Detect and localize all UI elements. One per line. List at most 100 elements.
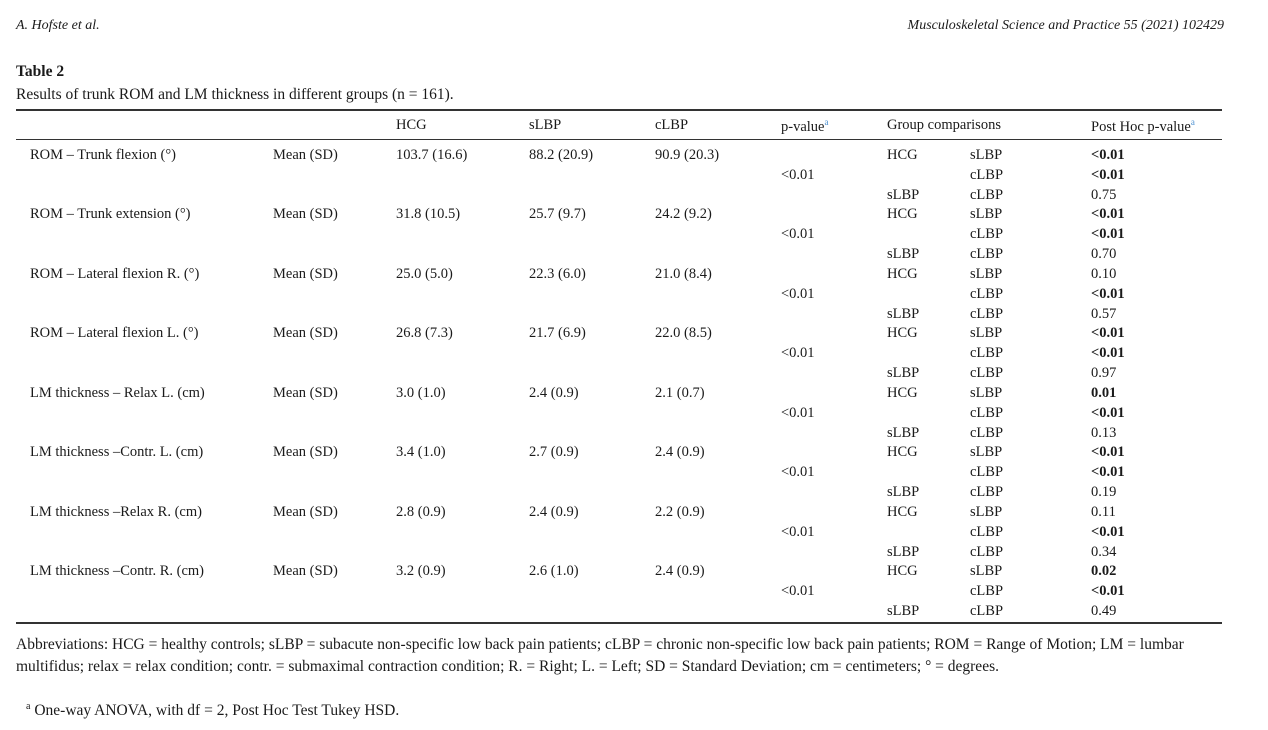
posthoc-pvalue: <0.01 (1091, 583, 1125, 600)
running-header-journal: Musculoskeletal Science and Practice 55 … (907, 18, 1224, 33)
cell-clbp: 2.4 (0.9) (655, 444, 705, 461)
row-label: ROM – Trunk flexion (°) (30, 147, 176, 163)
row-label: LM thickness – Relax L. (cm) (30, 384, 205, 401)
posthoc-pvalue: 0.19 (1091, 484, 1117, 501)
cell-hcg: 3.4 (1.0) (396, 444, 446, 461)
posthoc-pvalue: 0.49 (1091, 603, 1117, 620)
comparison-group-2: cLBP (970, 305, 1004, 322)
comparison-group-2: sLBP (970, 384, 1003, 401)
comparison-group-2: cLBP (970, 166, 1004, 183)
posthoc-pvalue: 0.10 (1091, 265, 1117, 282)
comparison-group-2: cLBP (970, 186, 1004, 203)
comparison-group-2: cLBP (970, 484, 1004, 501)
cell-clbp: 22.0 (8.5) (655, 325, 712, 342)
cell-slbp: 2.4 (0.9) (529, 503, 579, 520)
comparison-group-1: sLBP (887, 305, 920, 322)
header-rule (16, 139, 1222, 140)
comparison-group-1: sLBP (887, 603, 920, 620)
posthoc-label: Post Hoc p-value (1091, 118, 1191, 135)
comparison-group-2: cLBP (970, 523, 1004, 540)
cell-clbp: 24.2 (9.2) (655, 206, 712, 223)
posthoc-pvalue: <0.01 (1091, 206, 1125, 223)
cell-pvalue: <0.01 (781, 226, 815, 243)
row-label: ROM – Trunk extension (°) (30, 206, 191, 223)
row-label: ROM – Lateral flexion R. (°) (30, 265, 200, 282)
posthoc-pvalue: <0.01 (1091, 464, 1125, 481)
row-stat: Mean (SD) (273, 325, 338, 342)
comparison-group-2: cLBP (970, 226, 1004, 243)
cell-hcg: 26.8 (7.3) (396, 325, 453, 342)
col-header-hcg: HCG (396, 117, 427, 133)
comparison-group-1: HCG (887, 265, 918, 282)
comparison-group-1: HCG (887, 206, 918, 223)
comparison-group-1: HCG (887, 444, 918, 461)
comparison-group-1: HCG (887, 563, 918, 580)
comparison-group-2: sLBP (970, 206, 1003, 223)
comparison-group-2: cLBP (970, 543, 1004, 560)
cell-slbp: 21.7 (6.9) (529, 325, 586, 342)
comparison-group-2: sLBP (970, 503, 1003, 520)
footnote-ref[interactable]: a (824, 117, 829, 127)
cell-hcg: 103.7 (16.6) (396, 147, 468, 163)
cell-slbp: 25.7 (9.7) (529, 206, 586, 223)
posthoc-pvalue: <0.01 (1091, 166, 1125, 183)
cell-hcg: 2.8 (0.9) (396, 503, 446, 520)
comparison-group-1: sLBP (887, 246, 920, 263)
posthoc-pvalue: <0.01 (1091, 444, 1125, 461)
posthoc-pvalue: 0.75 (1091, 186, 1117, 203)
comparison-group-1: sLBP (887, 365, 920, 382)
footnote-ref[interactable]: a (1190, 117, 1195, 127)
comparison-group-2: sLBP (970, 563, 1003, 580)
footnote-text: One-way ANOVA, with df = 2, Post Hoc Tes… (34, 702, 400, 720)
cell-slbp: 2.6 (1.0) (529, 563, 579, 580)
row-stat: Mean (SD) (273, 384, 338, 401)
comparison-group-2: cLBP (970, 246, 1004, 263)
row-label: ROM – Lateral flexion L. (°) (30, 325, 199, 342)
posthoc-pvalue: 0.70 (1091, 246, 1117, 263)
footnote: a One-way ANOVA, with df = 2, Post Hoc T… (26, 701, 399, 720)
table-caption: Results of trunk ROM and LM thickness in… (16, 86, 454, 103)
comparison-group-1: HCG (887, 147, 918, 163)
col-header-posthoc: Post Hoc p-valuea (1091, 117, 1195, 136)
row-stat: Mean (SD) (273, 444, 338, 461)
comparison-group-1: sLBP (887, 424, 920, 441)
comparison-group-2: cLBP (970, 365, 1004, 382)
comparison-group-1: HCG (887, 325, 918, 342)
cell-pvalue: <0.01 (781, 404, 815, 421)
cell-clbp: 21.0 (8.4) (655, 265, 712, 282)
running-header-author: A. Hofste et al. (16, 18, 100, 33)
comparison-group-1: sLBP (887, 543, 920, 560)
footnote-marker: a (26, 701, 31, 712)
cell-slbp: 2.4 (0.9) (529, 384, 579, 401)
cell-pvalue: <0.01 (781, 583, 815, 600)
posthoc-pvalue: 0.57 (1091, 305, 1117, 322)
posthoc-pvalue: 0.34 (1091, 543, 1117, 560)
comparison-group-2: sLBP (970, 265, 1003, 282)
comparison-group-1: HCG (887, 384, 918, 401)
comparison-group-2: cLBP (970, 404, 1004, 421)
row-stat: Mean (SD) (273, 265, 338, 282)
comparison-group-1: sLBP (887, 484, 920, 501)
cell-slbp: 88.2 (20.9) (529, 147, 594, 163)
posthoc-pvalue: <0.01 (1091, 147, 1125, 163)
cell-pvalue: <0.01 (781, 464, 815, 481)
posthoc-pvalue: <0.01 (1091, 345, 1125, 362)
comparison-group-2: sLBP (970, 444, 1003, 461)
cell-clbp: 2.2 (0.9) (655, 503, 705, 520)
posthoc-pvalue: 0.97 (1091, 365, 1117, 382)
cell-hcg: 31.8 (10.5) (396, 206, 461, 223)
col-header-group-comparisons: Group comparisons (887, 117, 1001, 133)
cell-pvalue: <0.01 (781, 166, 815, 183)
row-stat: Mean (SD) (273, 503, 338, 520)
posthoc-pvalue: <0.01 (1091, 404, 1125, 421)
row-stat: Mean (SD) (273, 206, 338, 223)
cell-hcg: 3.0 (1.0) (396, 384, 446, 401)
row-label: LM thickness –Relax R. (cm) (30, 503, 202, 520)
col-header-slbp: sLBP (529, 117, 562, 133)
cell-pvalue: <0.01 (781, 345, 815, 362)
comparison-group-2: cLBP (970, 285, 1004, 302)
row-stat: Mean (SD) (273, 563, 338, 580)
posthoc-pvalue: 0.01 (1091, 384, 1117, 401)
posthoc-pvalue: <0.01 (1091, 226, 1125, 243)
comparison-group-2: cLBP (970, 603, 1004, 620)
